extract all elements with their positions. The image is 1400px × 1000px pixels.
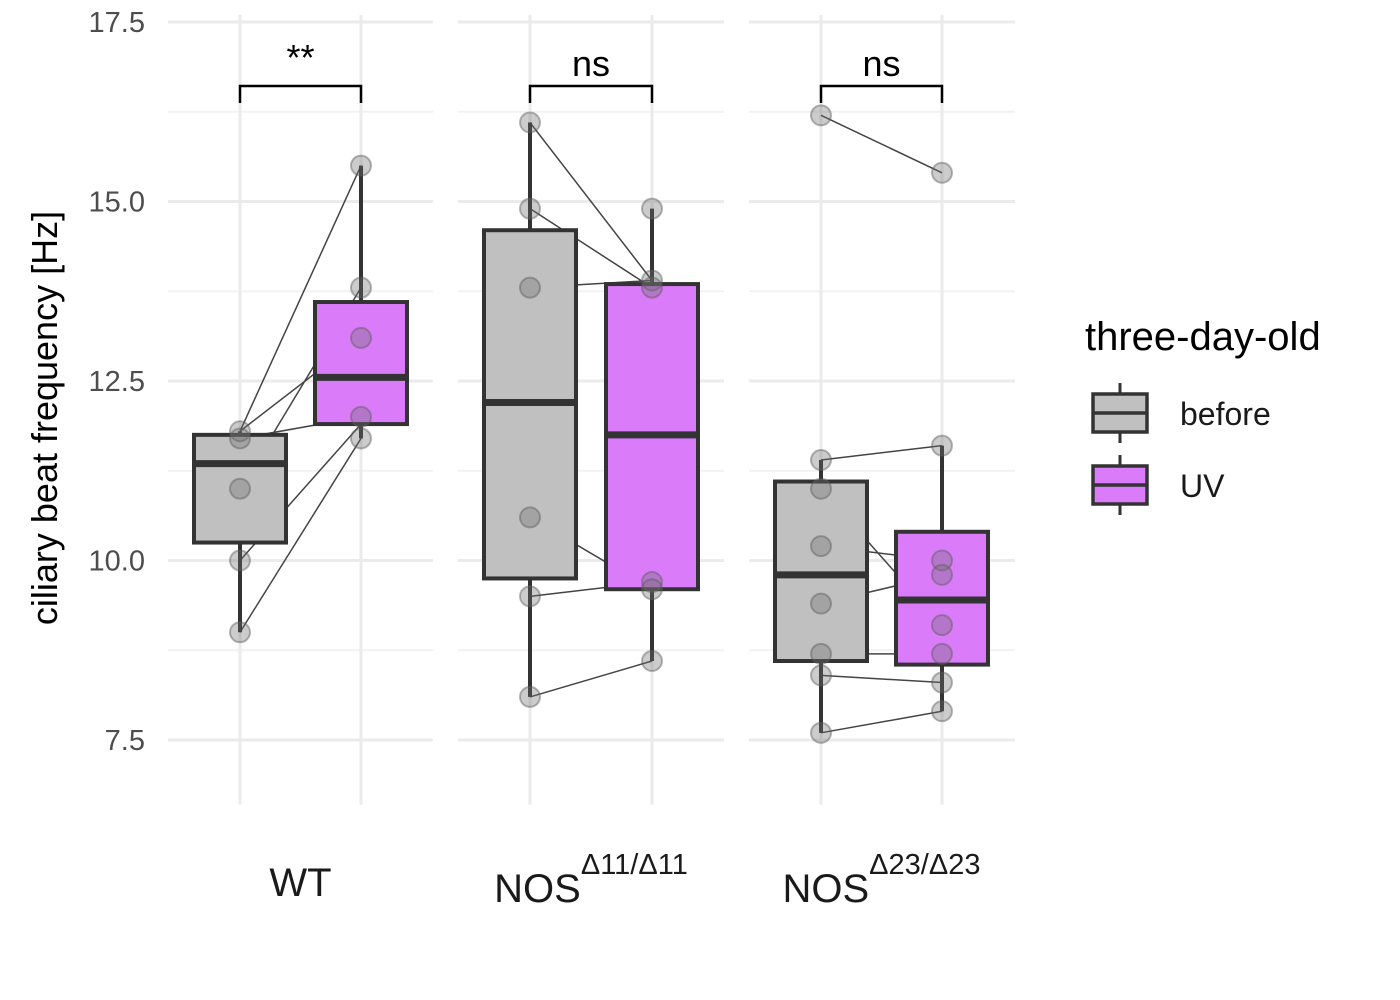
point-before: [810, 721, 832, 744]
box-uv: [604, 208, 700, 662]
group-label-superscript: Δ11/Δ11: [581, 849, 688, 881]
group-label-superscript: Δ23/Δ23: [869, 849, 980, 881]
significance-label: ns: [572, 43, 610, 84]
point-uv: [641, 197, 663, 220]
point-before: [519, 276, 541, 299]
legend-item: before: [1091, 383, 1271, 443]
significance-brackets: ** ns ns: [238, 37, 944, 103]
group-label: NOSΔ11/Δ11: [494, 849, 688, 911]
paired-lines: [239, 114, 943, 734]
point-before: [229, 427, 251, 450]
significance-bracket: [238, 84, 363, 103]
box-iqr: [773, 479, 869, 664]
box-before: [482, 122, 578, 697]
point-before: [810, 592, 832, 615]
point-before: [229, 420, 251, 443]
box-iqr: [192, 432, 288, 545]
group-label-base: NOS: [782, 867, 869, 911]
group-label-base: NOS: [494, 867, 581, 911]
y-tick-label: 12.5: [89, 366, 145, 398]
point-uv: [931, 642, 953, 665]
point-before: [810, 642, 832, 665]
y-tick-label: 17.5: [89, 7, 145, 39]
paired-line: [239, 165, 362, 432]
point-before: [229, 549, 251, 572]
significance-label: **: [286, 37, 314, 78]
paired-line: [820, 444, 943, 461]
y-tick-label: 7.5: [105, 725, 145, 757]
y-axis-ticks: 7.5 10.0 12.5 15.0 17.5: [89, 7, 145, 757]
y-tick-label: 15.0: [89, 187, 145, 219]
point-before: [519, 197, 541, 220]
paired-line: [529, 660, 653, 698]
point-uv: [350, 276, 372, 299]
point-uv: [931, 614, 953, 637]
point-uv: [931, 671, 953, 694]
legend-label: UV: [1180, 468, 1225, 504]
y-axis-label: ciliary beat frequency [Hz]: [24, 211, 65, 625]
point-uv: [350, 154, 372, 177]
paired-line: [529, 122, 653, 281]
y-tick-label: 10.0: [89, 546, 145, 578]
point-uv: [350, 405, 372, 428]
point-uv: [931, 563, 953, 586]
box-uv: [313, 165, 409, 439]
group-label: NOSΔ23/Δ23: [782, 849, 980, 911]
point-before: [810, 664, 832, 687]
point-uv: [931, 161, 953, 184]
group-label: WT: [269, 861, 331, 905]
point-before: [229, 621, 251, 644]
box-before: [192, 431, 288, 633]
box-iqr: [313, 300, 409, 427]
point-uv: [641, 269, 663, 292]
legend-item: UV: [1091, 455, 1225, 515]
point-uv: [641, 276, 663, 299]
data-points: [229, 104, 953, 744]
point-uv: [931, 700, 953, 723]
point-before: [519, 111, 541, 134]
paired-line: [820, 674, 943, 684]
group-label-base: WT: [269, 861, 331, 905]
legend: three-day-old before UV: [1085, 315, 1321, 515]
paired-line: [529, 208, 653, 289]
point-uv: [641, 650, 663, 673]
point-before: [229, 477, 251, 500]
point-uv: [641, 578, 663, 601]
point-before: [519, 506, 541, 529]
point-before: [519, 685, 541, 708]
point-uv: [641, 571, 663, 594]
point-before: [810, 477, 832, 500]
point-before: [810, 448, 832, 471]
point-before: [519, 585, 541, 608]
paired-line: [820, 710, 943, 734]
boxes: [192, 122, 990, 733]
significance-bracket: [528, 84, 654, 103]
legend-label: before: [1180, 396, 1271, 432]
significance-bracket: [819, 84, 944, 103]
point-uv: [350, 427, 372, 450]
point-uv: [931, 434, 953, 457]
grid-layer: [168, 14, 1015, 805]
legend-title: three-day-old: [1085, 315, 1321, 359]
paired-line: [239, 438, 362, 633]
point-uv: [350, 326, 372, 349]
point-before: [810, 535, 832, 558]
paired-line: [820, 114, 943, 174]
box-before: [773, 459, 869, 733]
point-before: [810, 104, 832, 127]
significance-label: ns: [862, 43, 900, 84]
point-uv: [931, 549, 953, 572]
box-uv: [894, 445, 990, 712]
